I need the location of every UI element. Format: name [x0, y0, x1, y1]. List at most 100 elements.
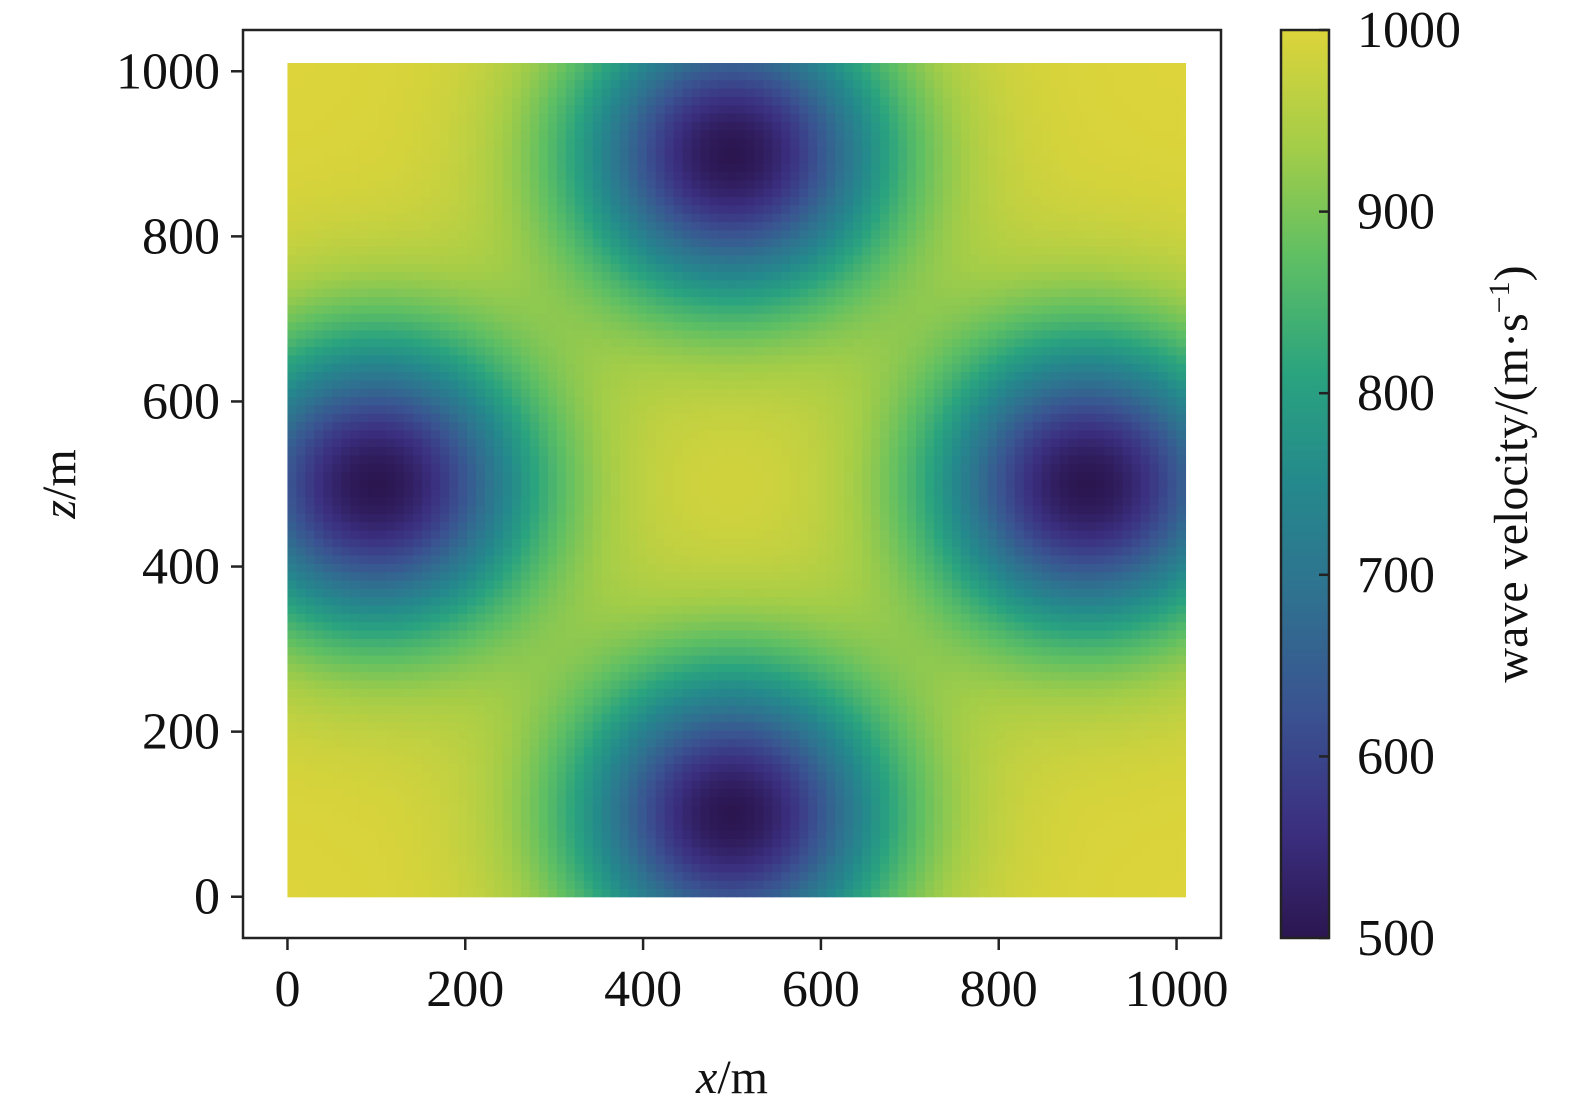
heatmap-cell — [296, 288, 307, 298]
heatmap-cell — [422, 613, 432, 623]
heatmap-cell — [565, 663, 576, 673]
heatmap-cell — [700, 279, 711, 289]
heatmap-cell — [287, 63, 298, 72]
heatmap-cell — [556, 554, 567, 564]
heatmap-cell — [395, 429, 405, 439]
heatmap-cell — [673, 388, 684, 398]
heatmap-cell — [359, 780, 369, 789]
heatmap-cell — [502, 404, 513, 414]
heatmap-cell — [296, 138, 307, 147]
heatmap-cell — [341, 471, 351, 481]
heatmap-cell — [413, 404, 423, 414]
heatmap-cell — [314, 604, 324, 614]
heatmap-cell — [431, 796, 441, 806]
heatmap-cell — [323, 830, 333, 839]
heatmap-cell — [493, 446, 504, 456]
heatmap-cell — [700, 496, 711, 506]
heatmap-cell — [359, 338, 369, 348]
heatmap-cell — [485, 63, 495, 72]
heatmap-cell — [314, 446, 324, 456]
heatmap-cell — [628, 646, 639, 656]
heatmap-cell — [332, 346, 342, 356]
heatmap-cell — [520, 671, 531, 681]
heatmap-cell — [610, 529, 621, 539]
heatmap-cell — [691, 371, 702, 381]
heatmap-cell — [520, 679, 531, 689]
heatmap-cell — [458, 588, 468, 598]
heatmap-cell — [628, 379, 639, 389]
heatmap-cell — [404, 329, 414, 339]
heatmap-cell — [583, 329, 594, 339]
heatmap-cell — [493, 213, 504, 223]
heatmap-cell — [520, 413, 531, 423]
heatmap-cell — [583, 388, 594, 398]
heatmap-cell — [583, 880, 594, 889]
heatmap-cell — [413, 830, 423, 839]
heatmap-cell — [485, 521, 495, 531]
heatmap-cell — [673, 679, 684, 689]
heatmap-cell — [341, 654, 351, 664]
heatmap-cell — [440, 338, 450, 348]
heatmap-cell — [314, 346, 324, 356]
heatmap-cell — [305, 646, 315, 656]
heatmap-cell — [422, 129, 432, 139]
heatmap-cell — [718, 179, 729, 189]
heatmap-cell — [377, 138, 387, 147]
heatmap-cell — [619, 838, 630, 848]
heatmap-cell — [458, 413, 468, 423]
heatmap-cell — [682, 338, 693, 348]
heatmap-cell — [359, 671, 369, 681]
heatmap-cell — [493, 171, 504, 181]
heatmap-cell — [628, 521, 639, 531]
heatmap-cell — [377, 379, 387, 389]
heatmap-cell — [359, 813, 369, 823]
heatmap-cell — [583, 429, 594, 439]
heatmap-cell — [305, 179, 315, 189]
heatmap-cell — [583, 313, 594, 323]
heatmap-cell — [646, 813, 657, 823]
heatmap-cell — [431, 413, 441, 423]
heatmap-cell — [547, 588, 558, 598]
heatmap-cell — [368, 271, 378, 281]
heatmap-cell — [691, 379, 702, 389]
heatmap-cell — [341, 371, 351, 381]
heatmap-cell — [529, 604, 540, 614]
heatmap-cell — [368, 579, 378, 589]
heatmap-cell — [583, 738, 594, 748]
heatmap-cell — [655, 196, 666, 206]
heatmap-cell — [395, 554, 405, 564]
heatmap-cell — [601, 379, 612, 389]
heatmap-cell — [395, 396, 405, 406]
heatmap-cell — [467, 563, 477, 573]
heatmap-cell — [485, 413, 495, 423]
heatmap-cell — [610, 121, 621, 131]
heatmap-cell — [422, 755, 432, 764]
heatmap-cell — [619, 354, 630, 364]
heatmap-cell — [664, 279, 675, 289]
heatmap-cell — [368, 154, 378, 164]
heatmap-cell — [323, 279, 333, 289]
heatmap-cell — [718, 755, 729, 764]
heatmap-cell — [458, 121, 468, 131]
heatmap-cell — [637, 863, 648, 873]
heatmap-cell — [664, 588, 675, 598]
heatmap-cell — [628, 863, 639, 873]
heatmap-cell — [467, 146, 477, 156]
heatmap-cell — [673, 279, 684, 289]
heatmap-cell — [610, 96, 621, 106]
heatmap-cell — [691, 579, 702, 589]
heatmap-cell — [305, 588, 315, 598]
heatmap-cell — [413, 71, 423, 81]
heatmap-cell — [395, 438, 405, 448]
heatmap-cell — [377, 221, 387, 231]
heatmap-cell — [556, 396, 567, 406]
heatmap-cell — [709, 404, 720, 414]
heatmap-cell — [592, 196, 603, 206]
heatmap-cell — [700, 563, 711, 573]
heatmap-cell — [368, 763, 378, 773]
heatmap-cell — [646, 780, 657, 789]
heatmap-cell — [682, 746, 693, 756]
heatmap-cell — [565, 329, 576, 339]
heatmap-cell — [359, 838, 369, 848]
heatmap-cell — [529, 446, 540, 456]
